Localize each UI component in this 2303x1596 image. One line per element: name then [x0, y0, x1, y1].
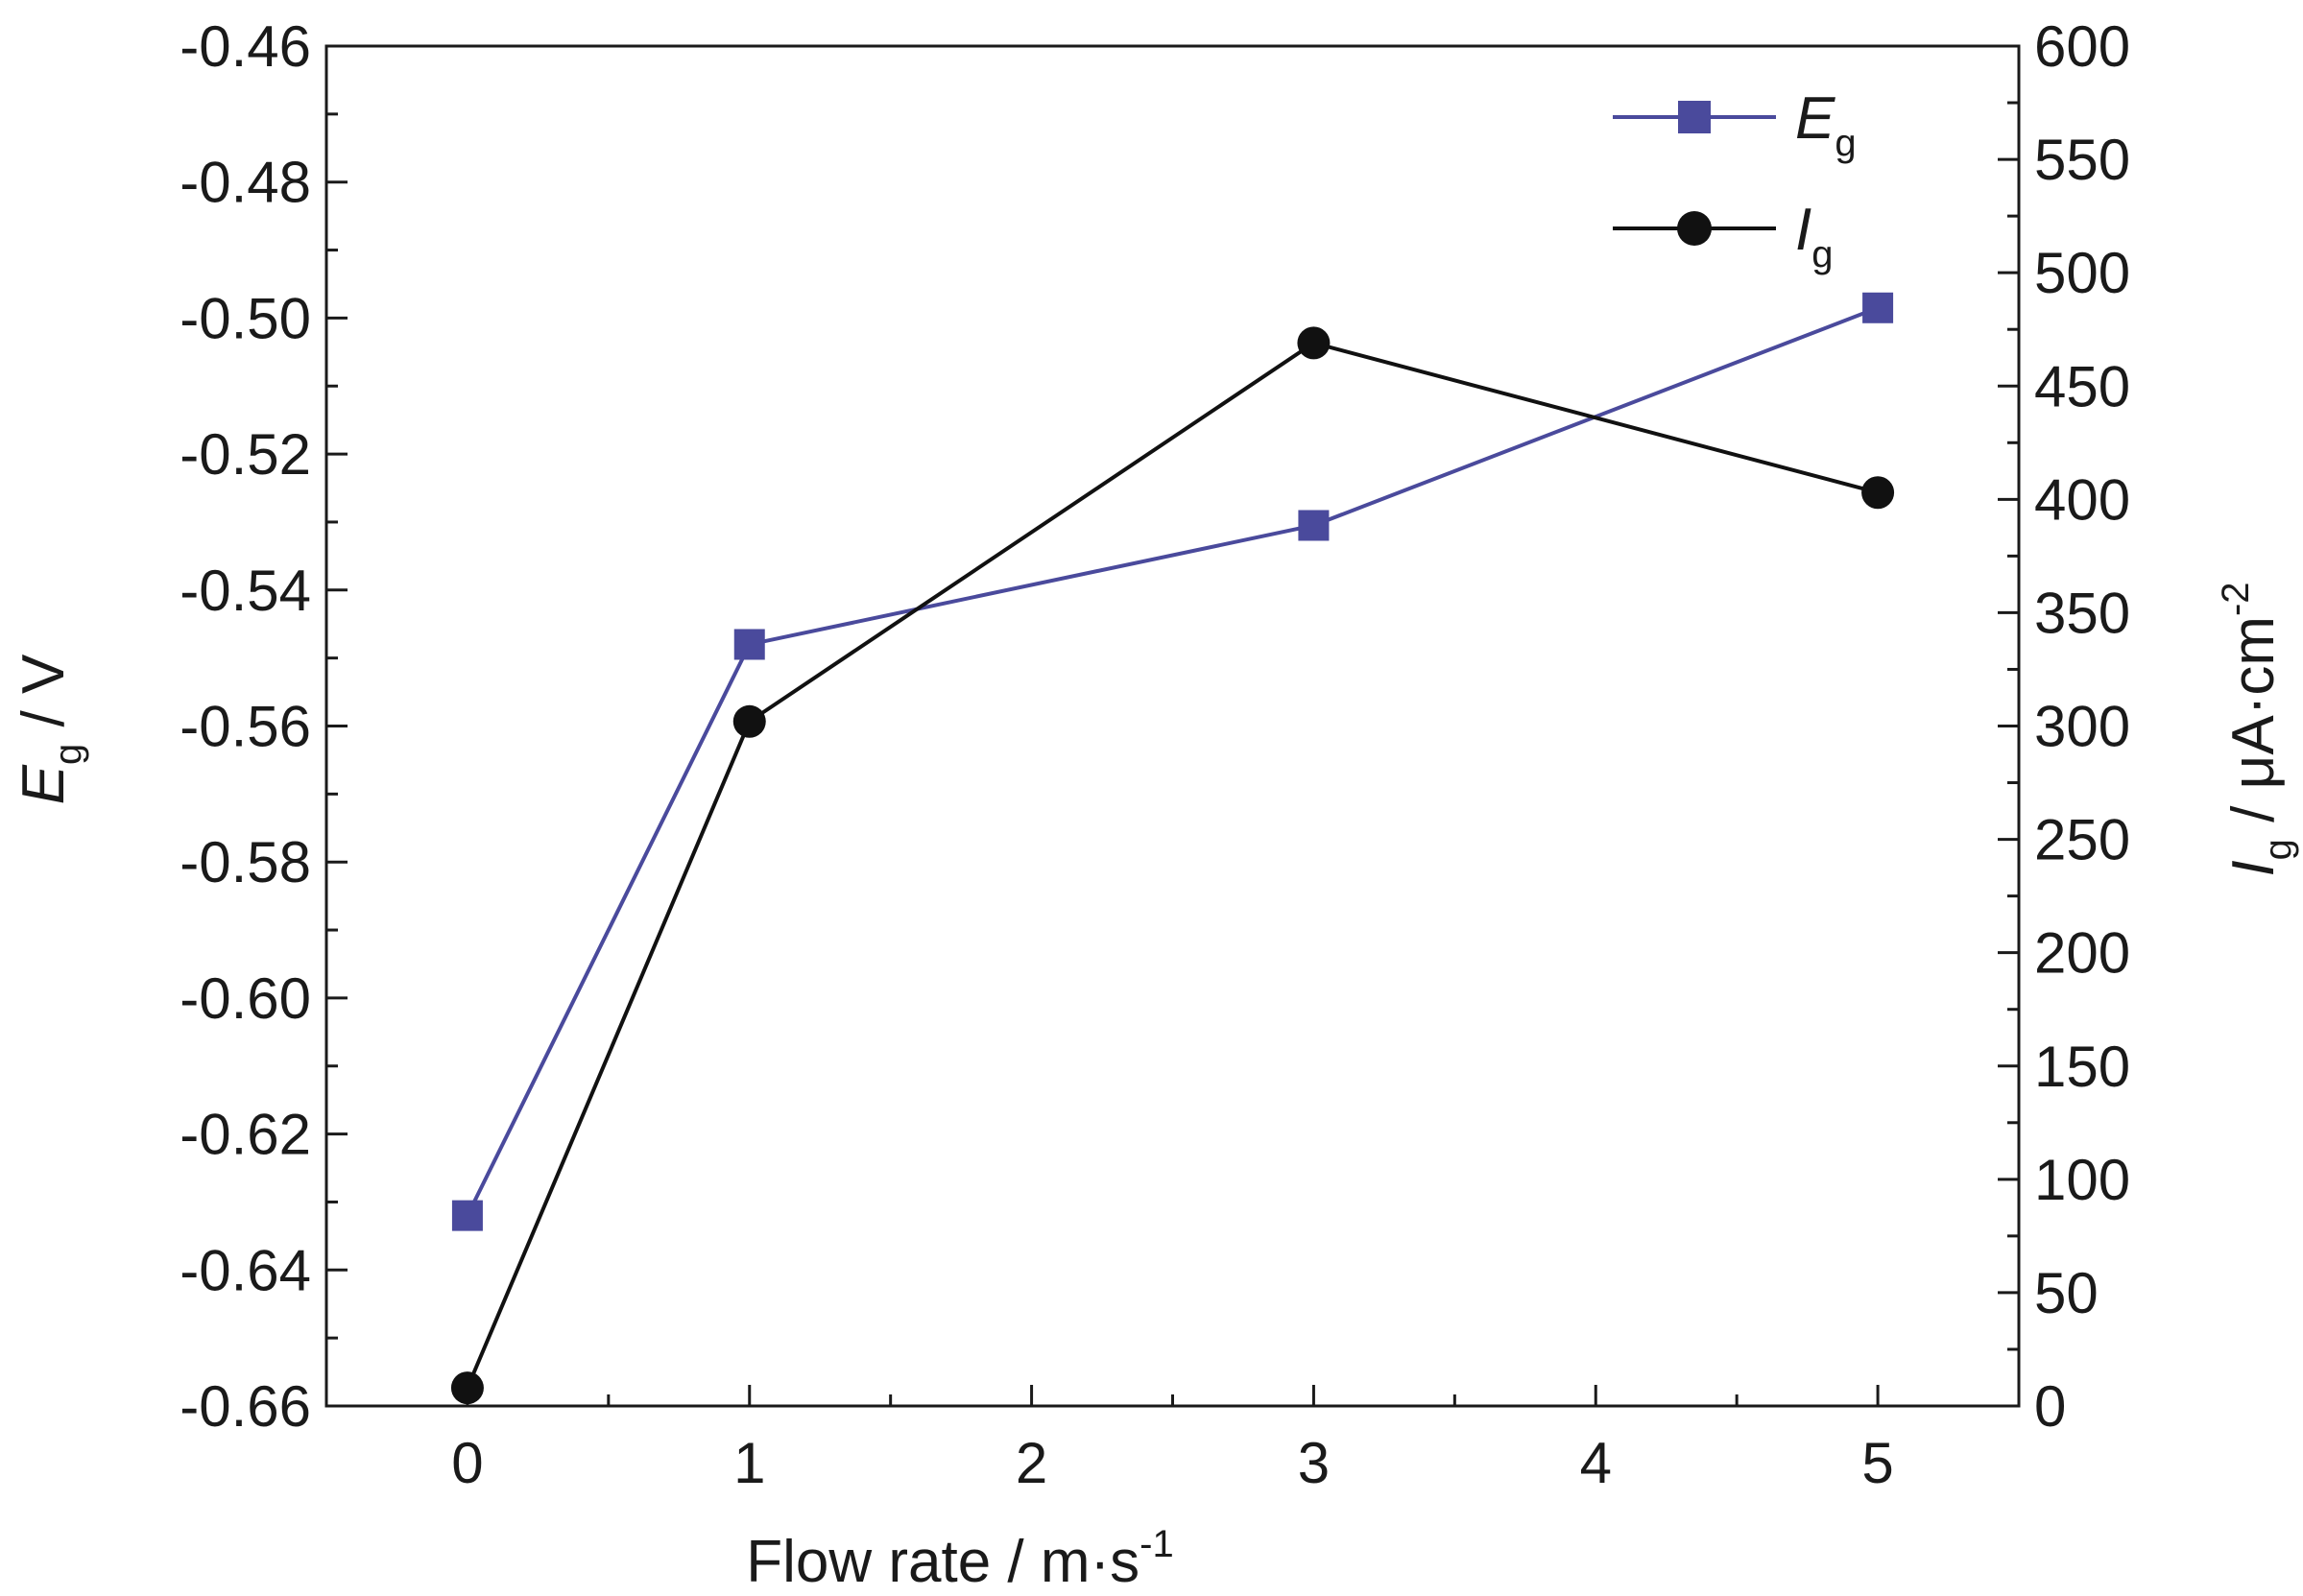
x-tick-label: 3 [1298, 1431, 1330, 1495]
right-y-tick-label: 0 [2034, 1374, 2066, 1439]
left-y-tick-label: -0.60 [180, 966, 311, 1031]
x-tick-label: 5 [1861, 1431, 1893, 1495]
right-y-tick-label: 300 [2034, 695, 2130, 759]
left-y-tick-label: -0.52 [180, 422, 311, 487]
right-y-tick-label: 500 [2034, 241, 2130, 305]
left-y-axis-title: Eg / V [11, 654, 89, 804]
right-y-tick-label: 50 [2034, 1261, 2099, 1325]
series-line-ig [466, 341, 1879, 1389]
left-y-tick-label: -0.62 [180, 1103, 311, 1167]
eg-point [451, 1200, 483, 1231]
plot-frame [324, 44, 2021, 1408]
x-tick-label: 4 [1580, 1431, 1612, 1495]
right-y-tick-label: 450 [2034, 354, 2130, 418]
x-axis-title-main: Flow rate / m·s [746, 1529, 1140, 1595]
legend-eg-sub: g [1835, 122, 1856, 164]
x-tick-labels: 0 1 2 3 4 5 [451, 1431, 1894, 1495]
legend-item-ig: Ig [1613, 197, 1833, 275]
left-y-tick-label: -0.56 [180, 695, 311, 759]
right-y-tick-label: 550 [2034, 128, 2130, 192]
eg-point [733, 629, 765, 660]
right-y-axis-title-sub: g [2257, 839, 2299, 860]
right-y-axis-title-symbol: I [2220, 860, 2287, 876]
left-y-axis-title-unit: / V [11, 654, 77, 744]
ig-point [450, 1371, 484, 1405]
legend: Eg Ig [1613, 85, 1857, 275]
left-y-tick-label: -0.54 [180, 559, 311, 623]
right-y-tick-label: 250 [2034, 808, 2130, 872]
eg-point [1298, 510, 1330, 541]
right-y-axis-title-sup: -2 [2215, 582, 2257, 616]
legend-ig-sub: g [1811, 233, 1833, 275]
x-axis-title-sup: -1 [1140, 1523, 1174, 1565]
right-y-tick-label: 100 [2034, 1148, 2130, 1212]
left-y-tick-label: -0.50 [180, 286, 311, 350]
right-y-axis-title: Ig / μA·cm-2 [2215, 582, 2299, 876]
left-y-tick-label: -0.66 [180, 1374, 311, 1439]
right-y-tick-label: 200 [2034, 921, 2130, 986]
x-axis-title: Flow rate / m·s-1 [746, 1523, 1174, 1595]
right-y-axis-title-unit: / μA·cm [2220, 616, 2287, 839]
x-tick-label: 2 [1016, 1431, 1047, 1495]
right-y-tick-label: 150 [2034, 1035, 2130, 1099]
legend-ig-symbol: I [1795, 197, 1811, 263]
legend-eg-marker [1678, 101, 1711, 133]
ig-point [1861, 476, 1895, 510]
series-line-eg [466, 305, 1879, 1217]
right-y-tick-label: 600 [2034, 14, 2130, 79]
legend-eg-label: Eg [1795, 85, 1857, 164]
legend-ig-label: Ig [1795, 197, 1833, 275]
legend-item-eg: Eg [1613, 85, 1857, 164]
left-y-tick-label: -0.64 [180, 1238, 311, 1302]
left-y-tick-label: -0.46 [180, 14, 311, 79]
eg-point [1862, 292, 1894, 323]
right-y-tick-label: 400 [2034, 467, 2130, 532]
left-y-axis-title-sub: g [47, 744, 89, 765]
x-tick-label: 1 [733, 1431, 765, 1495]
left-y-axis-title-symbol: E [11, 764, 77, 804]
left-y-tick-label: -0.48 [180, 151, 311, 215]
left-y-tick-labels: -0.46 -0.48 -0.50 -0.52 -0.54 -0.56 -0.58 -0.60… [180, 14, 311, 1439]
left-y-tick-label: -0.58 [180, 830, 311, 894]
tick-marks [324, 44, 2021, 1408]
right-y-tick-label: 350 [2034, 581, 2130, 645]
ig-point [1297, 326, 1331, 360]
series-layer [450, 292, 1895, 1405]
legend-eg-symbol: E [1795, 85, 1835, 152]
ig-point [732, 704, 766, 738]
x-tick-label: 0 [451, 1431, 483, 1495]
legend-ig-marker [1677, 211, 1712, 246]
